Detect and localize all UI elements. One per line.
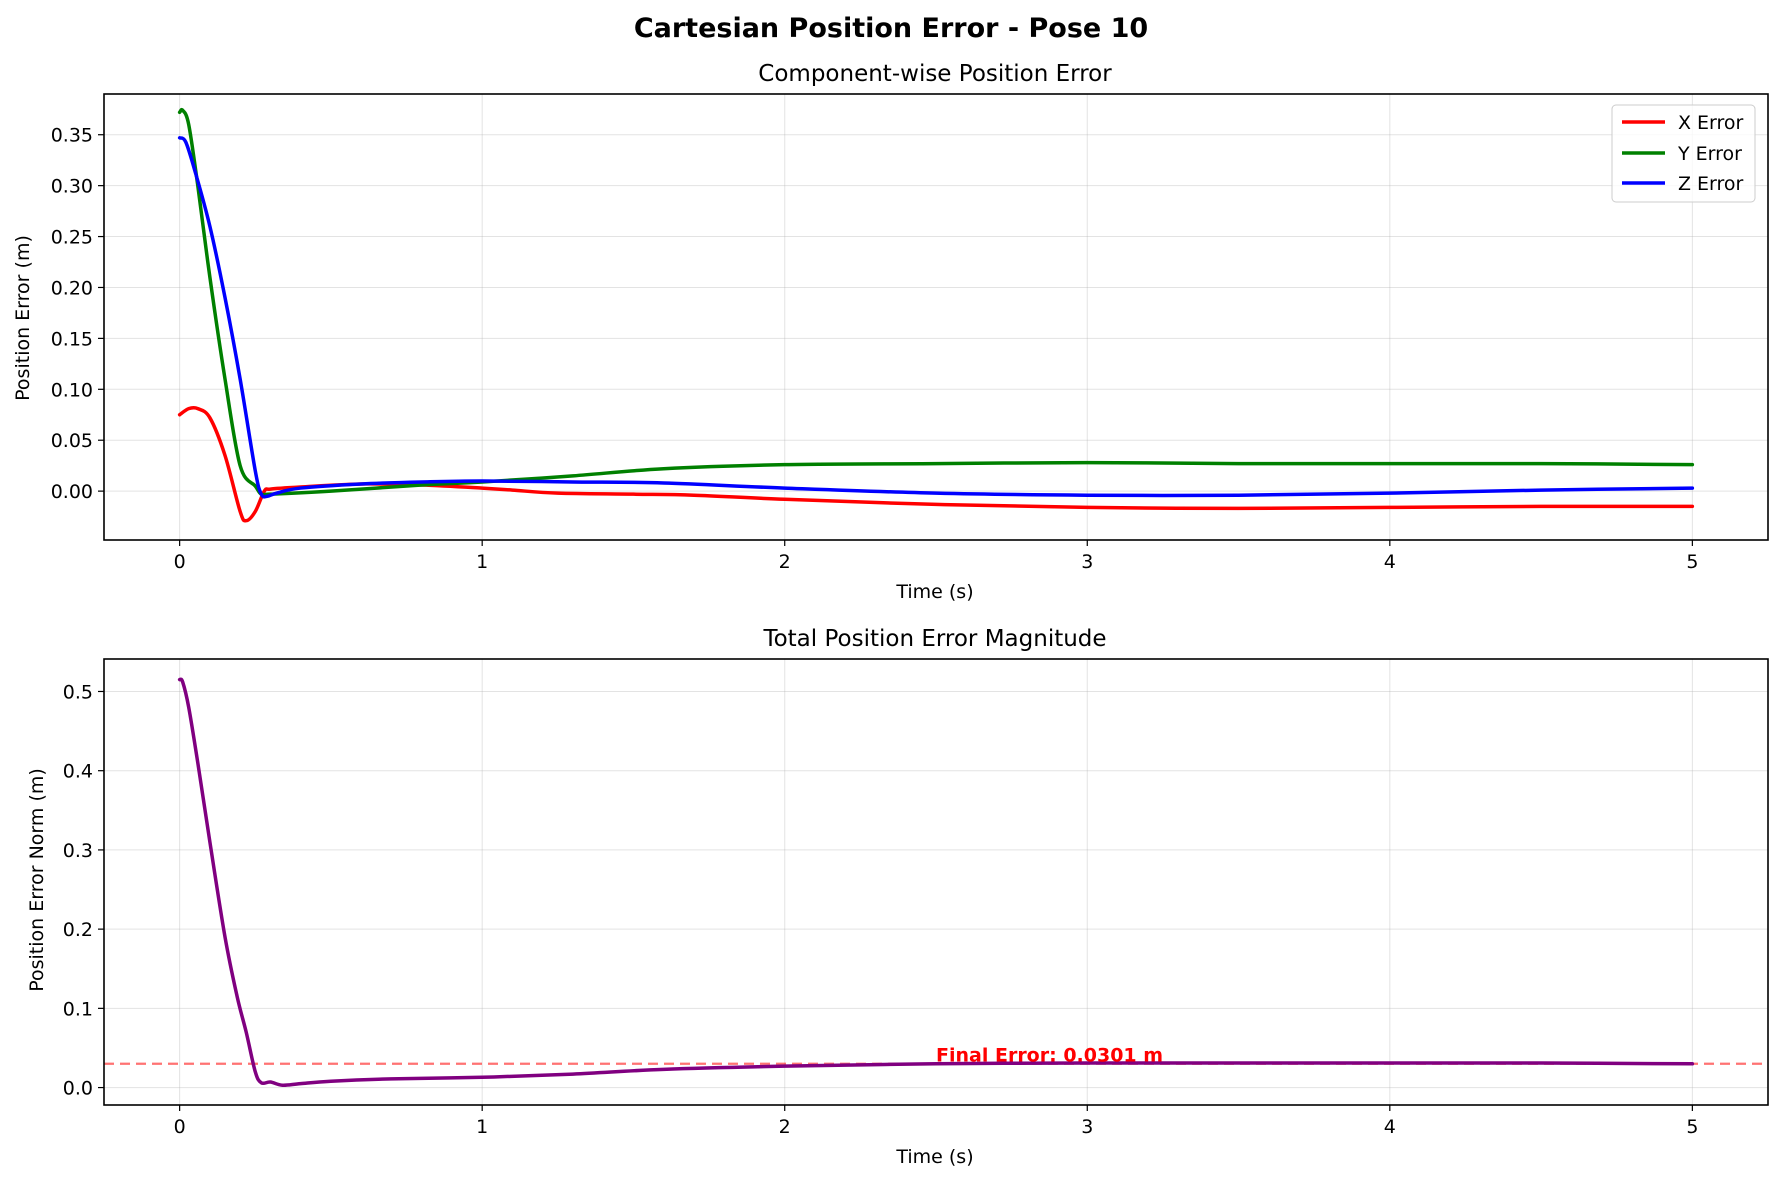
legend-box (1611, 104, 1756, 203)
legend: X Error Y Error Z Error (1611, 104, 1756, 203)
x-tick-label: 1 (476, 551, 488, 573)
error-norm-line (177, 677, 1695, 1087)
legend-label-z: Z Error (1678, 173, 1744, 195)
legend-label-y: Y Error (1677, 143, 1742, 165)
legend-label-x: X Error (1678, 112, 1744, 134)
x-axis-label: Time (s) (895, 581, 973, 603)
y-tick-label: 0.00 (51, 481, 93, 503)
panel-title: Component-wise Position Error (758, 61, 1112, 87)
x-tick-label: 0 (174, 1116, 186, 1138)
x-tick-label: 5 (1686, 1116, 1698, 1138)
x-tick-label: 4 (1384, 551, 1396, 573)
x-error-line (177, 405, 1695, 523)
x-tick-label: 0 (174, 551, 186, 573)
y-tick-label: 0.20 (51, 277, 93, 299)
y-tick-label: 0.25 (51, 227, 93, 249)
y-tick-label: 0.15 (51, 328, 93, 350)
y-tick-label: 0.35 (51, 125, 93, 147)
figure-suptitle: Cartesian Position Error - Pose 10 (634, 13, 1148, 44)
y-tick-label: 0.5 (63, 681, 93, 703)
x-tick-label: 3 (1081, 1116, 1093, 1138)
panel-title: Total Position Error Magnitude (762, 626, 1106, 652)
x-tick-label: 4 (1384, 1116, 1396, 1138)
y-axis-label: Position Error (m) (12, 235, 34, 401)
plot-area: 0 1 2 3 4 5 0.00 0.05 0.10 0.15 0.20 0.25 0.30 0.35 (51, 93, 1769, 573)
z-error-line (177, 136, 1695, 499)
y-tick-label: 0.2 (63, 919, 93, 941)
y-tick-label: 0.30 (51, 176, 93, 198)
axes-frame (103, 658, 1769, 1106)
component-error-panel: Component-wise Position Error 0 1 2 3 4 5 0.00… (12, 61, 1769, 603)
y-tick-label: 0.05 (51, 430, 93, 452)
y-axis-label: Position Error Norm (m) (26, 768, 48, 992)
x-tick-label: 5 (1686, 551, 1698, 573)
y-tick-label: 0.0 (63, 1078, 93, 1100)
y-tick-label: 0.3 (63, 840, 93, 862)
y-tick-label: 0.10 (51, 379, 93, 401)
plot-area: 0 1 2 3 4 5 0.0 0.1 0.2 0.3 0.4 0.5 Final Error: 0.0… (63, 658, 1769, 1138)
final-error-annotation: Final Error: 0.0301 m (936, 1044, 1163, 1066)
x-tick-label: 1 (476, 1116, 488, 1138)
x-tick-label: 2 (779, 551, 791, 573)
axes-frame (103, 93, 1769, 541)
x-tick-label: 2 (779, 1116, 791, 1138)
y-tick-label: 0.1 (63, 998, 93, 1020)
x-tick-label: 3 (1081, 551, 1093, 573)
total-error-panel: Total Position Error Magnitude 0 1 2 3 4 5 0.0… (26, 626, 1769, 1168)
x-axis-label: Time (s) (895, 1146, 973, 1168)
y-tick-label: 0.4 (63, 761, 93, 783)
